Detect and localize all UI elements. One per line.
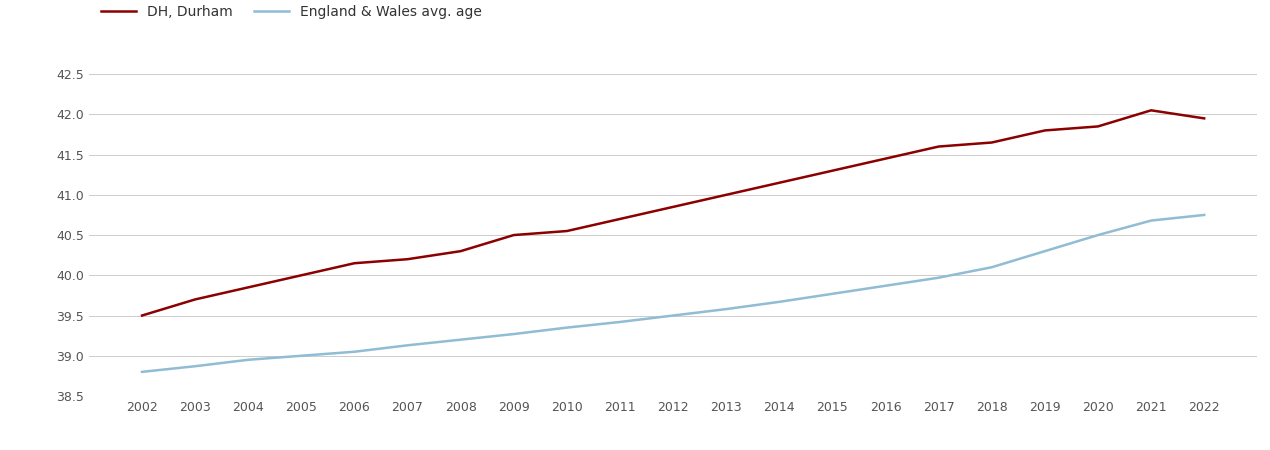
DH, Durham [772, 180, 787, 185]
DH, Durham [453, 248, 469, 254]
DH, Durham [824, 168, 839, 173]
DH, Durham [507, 232, 522, 238]
Line: DH, Durham: DH, Durham [142, 110, 1204, 315]
DH, Durham [719, 192, 734, 198]
DH, Durham [1091, 124, 1106, 129]
England & Wales avg. age [878, 283, 893, 288]
England & Wales avg. age [824, 291, 839, 297]
DH, Durham [984, 140, 999, 145]
Line: England & Wales avg. age: England & Wales avg. age [142, 215, 1204, 372]
DH, Durham [347, 261, 362, 266]
England & Wales avg. age [507, 331, 522, 337]
DH, Durham [240, 285, 255, 290]
England & Wales avg. age [347, 349, 362, 355]
England & Wales avg. age [1038, 248, 1053, 254]
DH, Durham [1038, 128, 1053, 133]
England & Wales avg. age [719, 306, 734, 312]
England & Wales avg. age [1091, 232, 1106, 238]
England & Wales avg. age [240, 357, 255, 363]
England & Wales avg. age [1196, 212, 1212, 218]
DH, Durham [878, 156, 893, 161]
England & Wales avg. age [931, 275, 946, 280]
England & Wales avg. age [400, 342, 415, 348]
DH, Durham [1196, 116, 1212, 121]
DH, Durham [188, 297, 203, 302]
England & Wales avg. age [665, 313, 681, 318]
England & Wales avg. age [1143, 218, 1158, 223]
DH, Durham [400, 256, 415, 262]
DH, Durham [293, 273, 309, 278]
DH, Durham [559, 228, 574, 234]
England & Wales avg. age [612, 319, 627, 324]
DH, Durham [931, 144, 946, 149]
England & Wales avg. age [453, 337, 469, 342]
England & Wales avg. age [188, 364, 203, 369]
DH, Durham [612, 216, 627, 222]
England & Wales avg. age [559, 325, 574, 330]
England & Wales avg. age [135, 369, 150, 374]
England & Wales avg. age [772, 299, 787, 305]
England & Wales avg. age [293, 353, 309, 359]
England & Wales avg. age [984, 265, 999, 270]
Legend: DH, Durham, England & Wales avg. age: DH, Durham, England & Wales avg. age [95, 0, 488, 24]
DH, Durham [665, 204, 681, 210]
DH, Durham [135, 313, 150, 318]
DH, Durham [1143, 108, 1158, 113]
